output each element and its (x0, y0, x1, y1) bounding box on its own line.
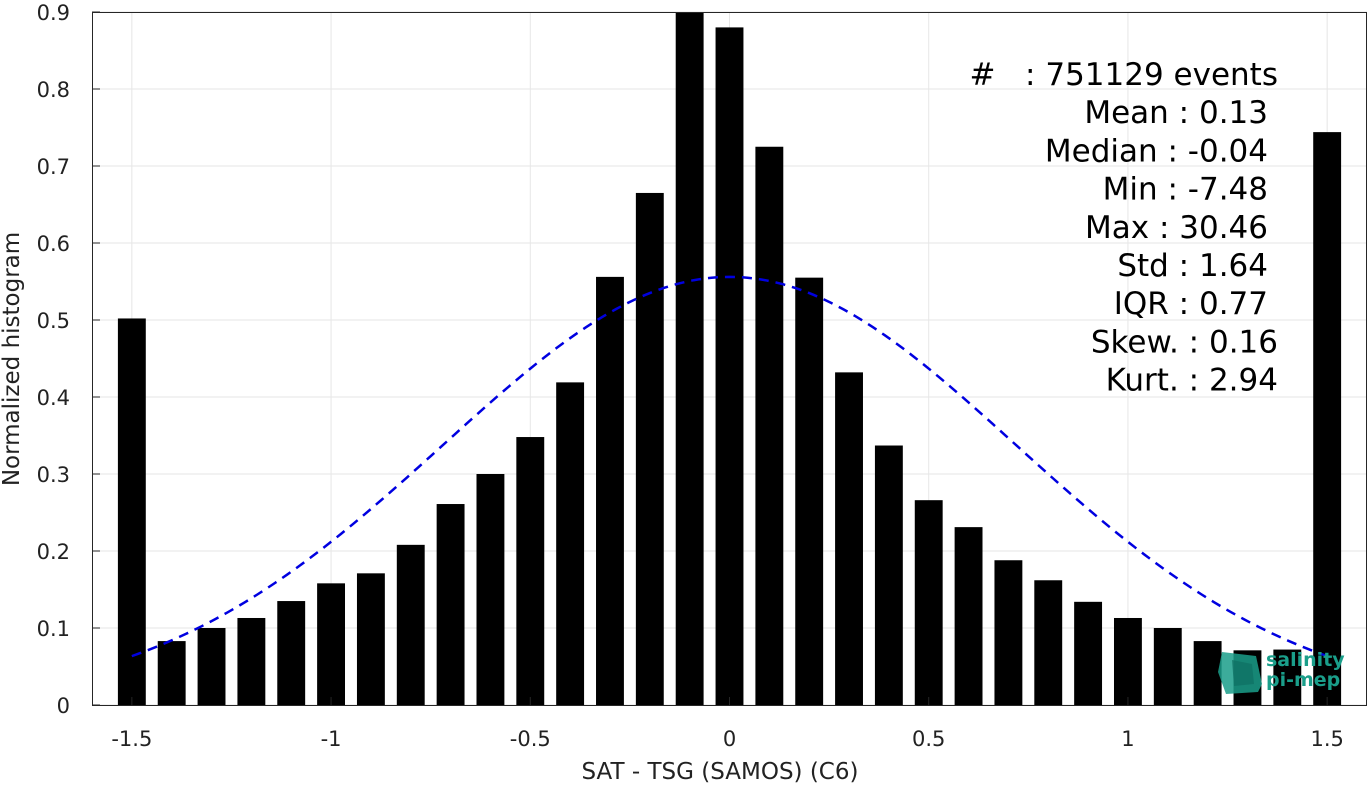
histogram-bar (117, 318, 146, 705)
stat-annotation: Kurt. : 2.94 (1106, 363, 1278, 399)
x-tick-label: -1 (321, 727, 342, 751)
y-tick-label: 0 (57, 694, 70, 718)
histogram-bar (1074, 601, 1103, 705)
histogram-bar (715, 27, 744, 705)
y-tick-label: 0.1 (37, 617, 70, 641)
stat-annotation: IQR : 0.77 (1114, 286, 1268, 322)
histogram-bar (635, 192, 664, 705)
x-axis-label: SAT - TSG (SAMOS) (C6) (582, 759, 859, 785)
stat-annotation: Std : 1.64 (1117, 248, 1268, 284)
histogram-bar (556, 382, 585, 705)
stat-annotation: # : 751129 events (970, 57, 1278, 93)
histogram-bar (755, 146, 784, 705)
y-tick-label: 0.7 (37, 155, 70, 179)
histogram-bar (237, 617, 266, 705)
y-axis-ticks: 0 0.1 0.2 0.3 0.4 0.5 0.6 0.7 0.8 0.9 (37, 1, 100, 718)
salinity-pi-mep-logo: salinity pi-mep (1218, 649, 1345, 694)
y-tick-label: 0.2 (37, 540, 70, 564)
histogram-bar (914, 500, 943, 705)
stat-annotation: Median : -0.04 (1045, 133, 1268, 169)
histogram-bar (476, 474, 505, 705)
bars (117, 12, 1342, 705)
histogram-bar (1313, 132, 1342, 705)
y-tick-label: 0.9 (37, 1, 70, 25)
histogram-bar (874, 445, 903, 705)
y-tick-label: 0.3 (37, 463, 70, 487)
histogram-bar (197, 628, 226, 705)
x-tick-label: 1.5 (1310, 727, 1343, 751)
logo-text-line1: salinity (1266, 649, 1345, 671)
histogram-bar (1193, 641, 1222, 705)
histogram-bar (596, 276, 624, 705)
x-axis-ticks: -1.5 -1 -0.5 0 0.5 1 1.5 (111, 697, 1344, 751)
histogram-bar (516, 437, 545, 705)
y-tick-label: 0.6 (37, 232, 70, 256)
y-axis-label: Normalized histogram (0, 232, 25, 486)
histogram-bar (675, 12, 704, 705)
logo-text-line2: pi-mep (1266, 669, 1340, 691)
normal-fit-curve (131, 275, 1328, 658)
x-tick-label: -0.5 (510, 727, 551, 751)
histogram-bar (1113, 617, 1142, 705)
stat-annotation: Min : -7.48 (1103, 172, 1268, 208)
histogram-bar (954, 527, 983, 705)
histogram-bar (436, 504, 465, 705)
histogram-bar (317, 583, 346, 705)
histogram-bar (1273, 649, 1302, 705)
histogram-bar (795, 277, 824, 705)
y-tick-label: 0.4 (37, 386, 70, 410)
histogram-bar (277, 601, 306, 705)
y-tick-label: 0.8 (37, 78, 70, 102)
stat-annotation: Max : 30.46 (1085, 210, 1268, 246)
histogram-bar (356, 573, 385, 705)
x-tick-label: 1 (1121, 727, 1134, 751)
logo-cube-facet (1232, 660, 1254, 686)
x-tick-label: -1.5 (111, 727, 152, 751)
histogram-bar (396, 544, 425, 705)
histogram-bar (1153, 628, 1182, 705)
x-tick-label: 0 (723, 727, 736, 751)
stat-annotation: Skew. : 0.16 (1091, 324, 1278, 360)
histogram-bar (835, 372, 863, 705)
histogram-bar (1034, 580, 1063, 705)
histogram-bar (157, 641, 186, 705)
y-tick-label: 0.5 (37, 309, 70, 333)
x-tick-label: 0.5 (912, 727, 945, 751)
histogram-bar (994, 560, 1023, 705)
stat-annotation: Mean : 0.13 (1084, 95, 1268, 131)
